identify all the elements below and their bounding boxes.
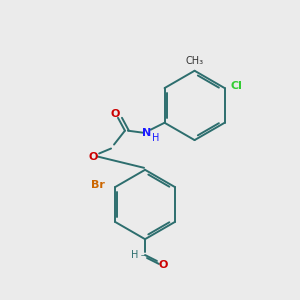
- Text: O: O: [158, 260, 168, 270]
- Text: O: O: [110, 109, 120, 119]
- Text: N: N: [142, 128, 151, 138]
- Text: H: H: [152, 133, 159, 142]
- Text: H: H: [131, 250, 139, 260]
- Text: O: O: [88, 152, 98, 162]
- Text: Cl: Cl: [231, 81, 242, 91]
- Text: Br: Br: [91, 180, 105, 190]
- Text: CH₃: CH₃: [185, 56, 204, 66]
